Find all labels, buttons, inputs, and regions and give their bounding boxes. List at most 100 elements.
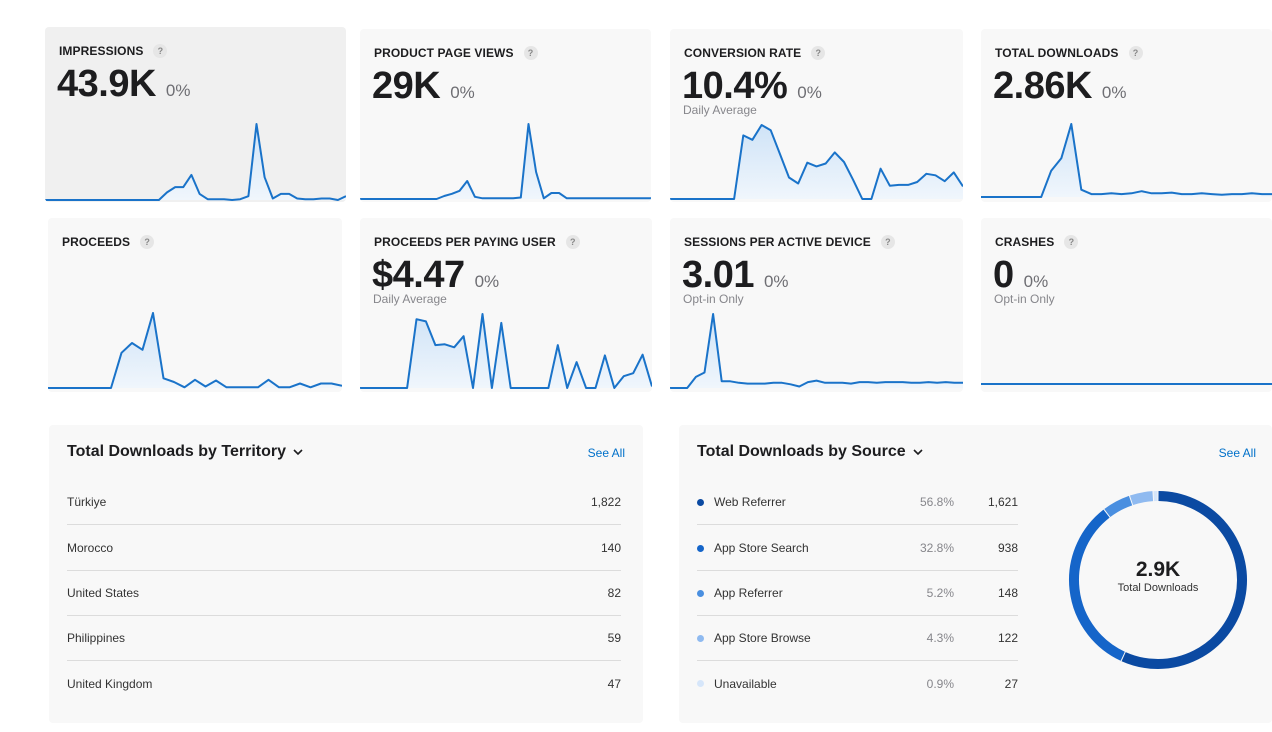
metric-title: TOTAL DOWNLOADS? — [995, 46, 1143, 60]
table-row[interactable]: Philippines 59 — [67, 616, 621, 661]
metric-card-product-page-views[interactable]: PRODUCT PAGE VIEWS? 29K 0% — [360, 29, 651, 202]
territory-value: 47 — [607, 676, 621, 691]
source-percent: 4.3% — [926, 631, 954, 645]
help-icon[interactable]: ? — [1064, 235, 1079, 249]
metric-card-proceeds[interactable]: PROCEEDS? — [48, 218, 342, 392]
metric-change: 0% — [1101, 83, 1127, 102]
legend-dot — [697, 589, 704, 597]
sparkline-line — [981, 123, 1272, 198]
territory-value: 59 — [607, 631, 621, 645]
territory-panel: Total Downloads by Territory See All Tür… — [49, 425, 643, 723]
metric-card-total-downloads[interactable]: TOTAL DOWNLOADS? 2.86K 0% — [981, 29, 1272, 202]
territory-name: United States — [67, 586, 140, 600]
territory-name: Türkiye — [67, 495, 107, 509]
territory-value: 82 — [607, 586, 621, 600]
table-row[interactable]: Türkiye 1,822 — [67, 480, 621, 525]
metric-change: 0% — [165, 81, 191, 100]
source-value: 148 — [997, 586, 1018, 600]
metric-card-crashes[interactable]: CRASHES? 0 0% Opt-in Only — [981, 218, 1272, 392]
source-panel: Total Downloads by Source See All Web Re… — [679, 425, 1272, 723]
metric-value: $4.47 — [372, 254, 465, 296]
help-icon[interactable]: ? — [1128, 46, 1143, 60]
sparkline-chart — [981, 123, 1272, 198]
source-name: App Referrer — [714, 586, 783, 600]
source-percent: 5.2% — [926, 586, 954, 600]
table-row[interactable]: Web Referrer 56.8% 1,621 — [697, 480, 1018, 525]
legend-dot — [697, 498, 704, 506]
sparkline-line — [670, 124, 963, 200]
chevron-down-icon — [293, 449, 303, 456]
metric-value: 0 — [993, 254, 1014, 296]
table-row[interactable]: App Store Browse 4.3% 122 — [697, 616, 1018, 661]
source-dropdown[interactable]: Total Downloads by Source — [697, 443, 924, 461]
metric-change: 0% — [1023, 272, 1049, 291]
metric-card-conversion-rate[interactable]: CONVERSION RATE? 10.4% 0% Daily Average — [670, 29, 963, 202]
help-icon[interactable]: ? — [523, 46, 538, 60]
metric-title: PRODUCT PAGE VIEWS? — [374, 46, 538, 60]
legend-dot — [697, 680, 704, 687]
help-icon[interactable]: ? — [565, 235, 580, 249]
source-name: App Store Search — [714, 541, 809, 555]
territory-name: United Kingdom — [67, 676, 153, 691]
source-percent: 56.8% — [919, 495, 954, 509]
table-row[interactable]: Unavailable 0.9% 27 — [697, 661, 1018, 706]
sparkline-chart — [48, 312, 342, 389]
metric-value: 43.9K — [57, 63, 156, 105]
table-row[interactable]: United States 82 — [67, 571, 621, 616]
donut-slice — [1129, 491, 1154, 506]
source-name: App Store Browse — [714, 631, 811, 645]
donut-slice — [1121, 491, 1247, 669]
sparkline-area — [981, 124, 1272, 197]
sparkline-chart — [360, 123, 651, 200]
donut-slice — [1104, 495, 1133, 518]
metric-value: 10.4% — [682, 65, 788, 107]
metric-change: 0% — [474, 272, 500, 291]
sparkline-area — [670, 314, 963, 388]
metric-title: PROCEEDS PER PAYING USER? — [374, 235, 580, 249]
source-percent: 0.9% — [926, 676, 954, 691]
sparkline-line — [670, 313, 963, 389]
source-value: 1,621 — [987, 495, 1018, 509]
legend-dot — [697, 634, 704, 642]
metric-subtitle: Opt-in Only — [994, 292, 1055, 306]
donut-slice — [1069, 509, 1125, 661]
metric-change: 0% — [763, 272, 789, 291]
source-percent: 32.8% — [919, 541, 954, 555]
help-icon[interactable]: ? — [880, 235, 895, 249]
metric-subtitle: Daily Average — [683, 103, 757, 117]
chevron-down-icon — [913, 449, 923, 456]
donut-chart[interactable] — [1063, 485, 1253, 675]
sparkline-area — [670, 125, 963, 199]
source-name: Unavailable — [714, 676, 777, 691]
help-icon[interactable]: ? — [153, 44, 168, 58]
source-value: 27 — [1004, 676, 1018, 691]
sparkline-line — [48, 312, 342, 389]
help-icon[interactable]: ? — [140, 235, 155, 249]
sparkline-line — [45, 123, 346, 201]
metric-subtitle: Daily Average — [373, 292, 447, 306]
metric-card-proceeds-per-paying-user[interactable]: PROCEEDS PER PAYING USER? $4.47 0% Daily … — [360, 218, 652, 392]
sparkline-line — [360, 313, 652, 389]
metric-change: 0% — [450, 83, 475, 102]
help-icon[interactable]: ? — [811, 46, 826, 60]
territory-name: Morocco — [67, 541, 114, 555]
metric-title: IMPRESSIONS? — [59, 44, 168, 58]
sparkline-chart — [670, 313, 963, 389]
territory-name: Philippines — [67, 631, 126, 645]
territory-dropdown[interactable]: Total Downloads by Territory — [67, 443, 304, 461]
see-all-link[interactable]: See All — [587, 446, 625, 460]
source-name: Web Referrer — [714, 495, 786, 509]
metric-title: CRASHES? — [995, 235, 1079, 249]
sparkline-chart — [45, 123, 346, 201]
table-row[interactable]: United Kingdom 47 — [67, 661, 621, 706]
table-row[interactable]: App Store Search 32.8% 938 — [697, 526, 1018, 571]
metric-title: CONVERSION RATE? — [684, 46, 826, 60]
territory-value: 140 — [600, 541, 621, 555]
metric-card-sessions-per-active-device[interactable]: SESSIONS PER ACTIVE DEVICE? 3.01 0% Opt-i… — [670, 218, 963, 392]
see-all-link[interactable]: See All — [1218, 446, 1256, 460]
metric-card-impressions[interactable]: IMPRESSIONS? 43.9K 0% — [45, 27, 346, 202]
table-row[interactable]: Morocco 140 — [67, 526, 621, 571]
territory-value: 1,822 — [590, 495, 621, 509]
legend-dot — [697, 544, 704, 552]
table-row[interactable]: App Referrer 5.2% 148 — [697, 571, 1018, 616]
